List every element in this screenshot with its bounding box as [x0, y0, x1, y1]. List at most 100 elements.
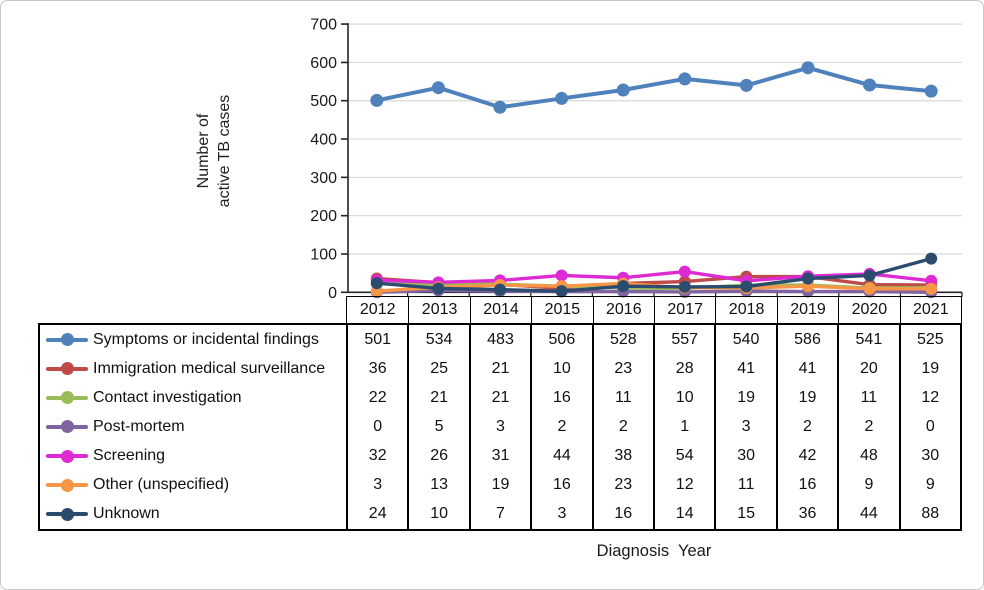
- data-point-symptoms-or-incidental-findings-2017: [678, 72, 692, 86]
- data-point-unknown-2017: [678, 280, 691, 293]
- data-table: Symptoms or incidental findings 501 534 483…: [38, 323, 962, 531]
- table-cell-symptoms-or-incidental-findings-2019: 586: [775, 325, 837, 355]
- table-cell-contact-investigation-2018: 19: [714, 383, 775, 413]
- year-header-row: 2012 2013 2014 2015 2016 2017 2018 2019 2020 2021: [346, 296, 962, 324]
- table-cell-unknown-2013: 10: [407, 499, 468, 529]
- table-cell-contact-investigation-2012: 22: [346, 383, 407, 413]
- table-cell-post-mortem-2016: 2: [591, 412, 653, 442]
- table-cell-immigration-medical-surveillance-2019: 41: [775, 354, 837, 384]
- table-cell-post-mortem-2014: 3: [468, 412, 530, 442]
- table-cell-screening-2014: 31: [468, 441, 530, 471]
- table-cell-symptoms-or-incidental-findings-2014: 483: [468, 325, 530, 355]
- year-header-cell-2021: 2021: [899, 297, 961, 323]
- table-cell-unknown-2019: 36: [775, 499, 837, 529]
- table-row-unknown: Unknown 24 10 7 3 16 14 15 36 44 88: [40, 499, 960, 529]
- table-cell-symptoms-or-incidental-findings-2013: 534: [407, 325, 468, 355]
- y-tick-label-0: 0: [328, 285, 337, 302]
- table-cell-immigration-medical-surveillance-2017: 28: [653, 354, 714, 384]
- table-cell-screening-2020: 48: [837, 441, 898, 471]
- table-cell-contact-investigation-2019: 19: [775, 383, 837, 413]
- table-cell-contact-investigation-2020: 11: [837, 383, 898, 413]
- y-tick-label-400: 400: [310, 132, 337, 149]
- y-tick-label-500: 500: [310, 93, 337, 110]
- data-point-symptoms-or-incidental-findings-2014: [493, 100, 507, 114]
- legend-marker-icon-other-unspecified: [46, 478, 88, 492]
- table-cell-post-mortem-2017: 1: [653, 412, 714, 442]
- series-line-post-mortem: [375, 288, 933, 294]
- table-cell-screening-2016: 38: [591, 441, 653, 471]
- table-cell-other-unspecified-2021: 9: [898, 470, 960, 500]
- table-cell-symptoms-or-incidental-findings-2021: 525: [898, 325, 960, 355]
- legend-label: Post-mortem: [93, 417, 185, 435]
- data-point-screening-2017: [678, 265, 691, 278]
- legend-label: Unknown: [93, 505, 160, 523]
- table-cell-screening-2017: 54: [653, 441, 714, 471]
- table-row-immigration-medical-surveillance: Immigration medical surveillance 36 25 21 10…: [40, 354, 960, 384]
- table-cell-symptoms-or-incidental-findings-2012: 501: [346, 325, 407, 355]
- legend-dot-icon: [60, 333, 74, 347]
- table-cell-other-unspecified-2014: 19: [468, 470, 530, 500]
- table-cell-contact-investigation-2017: 10: [653, 383, 714, 413]
- legend-marker-icon-screening: [46, 449, 88, 463]
- legend-label: Other (unspecified): [93, 476, 230, 494]
- legend-cell-screening: Screening: [40, 442, 346, 471]
- table-cell-contact-investigation-2021: 12: [898, 383, 960, 413]
- series-symptoms-or-incidental-findings: [370, 61, 938, 114]
- data-point-unknown-2014: [494, 283, 506, 296]
- table-cell-immigration-medical-surveillance-2020: 20: [837, 354, 898, 384]
- table-cell-post-mortem-2012: 0: [346, 412, 407, 442]
- data-point-symptoms-or-incidental-findings-2015: [555, 91, 569, 105]
- table-cell-other-unspecified-2018: 11: [714, 470, 775, 500]
- data-point-unknown-2020: [863, 269, 876, 282]
- legend-cell-other-unspecified: Other (unspecified): [40, 471, 346, 500]
- legend-cell-post-mortem: Post-mortem: [40, 412, 346, 441]
- table-cell-screening-2015: 44: [530, 441, 591, 471]
- year-header-cell-2017: 2017: [654, 297, 715, 323]
- y-tick-label-100: 100: [310, 246, 337, 263]
- legend-marker-icon-unknown: [46, 507, 88, 521]
- y-tick-label-600: 600: [310, 55, 337, 72]
- data-point-symptoms-or-incidental-findings-2021: [924, 84, 938, 98]
- legend-dot-icon: [60, 478, 74, 492]
- legend-label: Screening: [93, 447, 166, 465]
- y-tick-label-200: 200: [310, 208, 337, 225]
- table-cell-immigration-medical-surveillance-2014: 21: [468, 354, 530, 384]
- data-point-unknown-2015: [555, 285, 568, 298]
- table-cell-immigration-medical-surveillance-2015: 10: [530, 354, 591, 384]
- data-point-unknown-2021: [925, 252, 938, 265]
- legend-label: Symptoms or incidental findings: [93, 330, 319, 348]
- table-cell-screening-2018: 30: [714, 441, 775, 471]
- table-cell-other-unspecified-2015: 16: [530, 470, 591, 500]
- y-tick-label-700: 700: [310, 17, 337, 34]
- data-point-unknown-2016: [617, 280, 630, 293]
- table-cell-post-mortem-2015: 2: [530, 412, 591, 442]
- legend-dot-icon: [60, 391, 74, 405]
- legend-cell-unknown: Unknown: [40, 500, 346, 529]
- table-cell-contact-investigation-2013: 21: [407, 383, 468, 413]
- legend-cell-contact-investigation: Contact investigation: [40, 383, 346, 412]
- data-point-symptoms-or-incidental-findings-2013: [431, 81, 445, 95]
- table-cell-post-mortem-2018: 3: [714, 412, 775, 442]
- table-row-contact-investigation: Contact investigation 22 21 21 16 11 10 19 19 11 1…: [40, 383, 960, 413]
- table-cell-other-unspecified-2017: 12: [653, 470, 714, 500]
- legend-marker-icon-contact-investigation: [46, 391, 88, 405]
- series-line-screening: [375, 269, 933, 285]
- table-row-symptoms-or-incidental-findings: Symptoms or incidental findings 501 534 483…: [40, 325, 960, 355]
- table-cell-post-mortem-2021: 0: [898, 412, 960, 442]
- series-unknown: [370, 252, 938, 298]
- legend-dot-icon: [60, 420, 74, 434]
- table-cell-unknown-2012: 24: [346, 499, 407, 529]
- data-point-unknown-2018: [740, 280, 753, 293]
- table-cell-symptoms-or-incidental-findings-2017: 557: [653, 325, 714, 355]
- x-axis-title: Diagnosis Year: [596, 542, 712, 560]
- series-line-unknown: [375, 256, 933, 293]
- table-cell-symptoms-or-incidental-findings-2020: 541: [837, 325, 898, 355]
- year-header-cell-2020: 2020: [838, 297, 899, 323]
- year-header-cell-2014: 2014: [469, 297, 531, 323]
- table-cell-screening-2021: 30: [898, 441, 960, 471]
- legend-dot-icon: [60, 449, 74, 463]
- year-header-cell-2019: 2019: [776, 297, 838, 323]
- legend-marker-icon-symptoms-or-incidental-findings: [46, 333, 88, 347]
- table-cell-other-unspecified-2012: 3: [346, 470, 407, 500]
- legend-dot-icon: [60, 507, 74, 521]
